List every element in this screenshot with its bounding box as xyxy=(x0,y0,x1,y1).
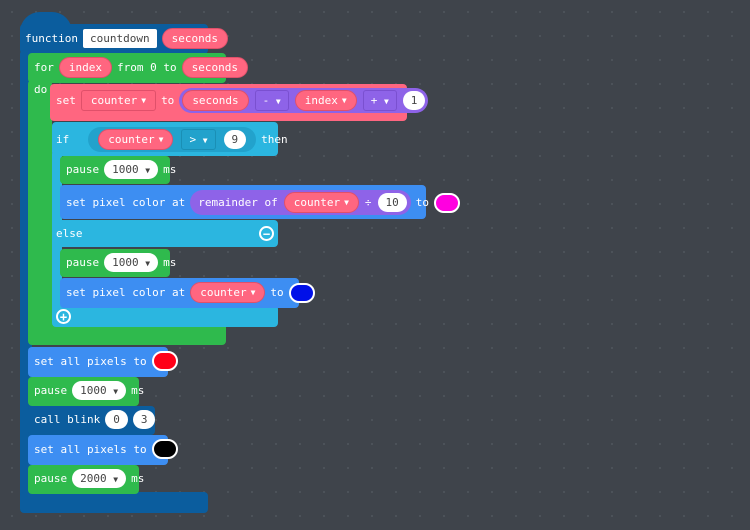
dropdown-arrow-icon: ▼ xyxy=(202,136,208,145)
do-label: do xyxy=(34,83,48,96)
duration-value: 1000 xyxy=(112,256,139,269)
remainder-label: remainder of xyxy=(198,196,278,209)
call-blink-label: call blink xyxy=(34,413,101,426)
dropdown-arrow-icon: ▼ xyxy=(113,475,119,484)
minus-operator-dropdown[interactable]: - ▼ xyxy=(254,90,289,111)
else-label: else xyxy=(56,227,83,240)
add-branch-icon[interactable]: + xyxy=(56,309,71,324)
dropdown-arrow-icon: ▼ xyxy=(341,96,347,105)
counter-var-dropdown[interactable]: counter ▼ xyxy=(98,129,174,150)
for-keyword: for xyxy=(34,61,54,74)
loop-var-index[interactable]: index xyxy=(58,57,112,78)
pause-duration-dropdown[interactable]: 1000 ▼ xyxy=(72,381,127,400)
index-var-dropdown[interactable]: index ▼ xyxy=(294,90,357,111)
to-label: to xyxy=(415,196,430,209)
counter-var-dropdown[interactable]: counter ▼ xyxy=(190,282,266,303)
counter-label: counter xyxy=(293,196,341,209)
duration-value: 1000 xyxy=(112,163,139,176)
color-picker-magenta[interactable] xyxy=(434,192,461,213)
pause-keyword: pause xyxy=(66,163,100,176)
pause-keyword: pause xyxy=(66,256,100,269)
seconds-var[interactable]: seconds xyxy=(182,90,249,111)
function-keyword: function xyxy=(25,32,78,45)
number-input-1[interactable]: 1 xyxy=(402,91,426,110)
counter-label: counter xyxy=(200,286,247,299)
set-all-pixels-label: set all pixels to xyxy=(34,442,147,456)
arg-input-2[interactable]: 3 xyxy=(132,410,156,429)
number-input-10[interactable]: 10 xyxy=(377,193,407,212)
to-label: to xyxy=(270,286,284,299)
duration-value: 2000 xyxy=(80,472,107,485)
unit-label: ms xyxy=(163,256,177,269)
dropdown-arrow-icon: ▼ xyxy=(344,198,349,207)
dropdown-arrow-icon: ▼ xyxy=(275,97,281,106)
pause-duration-dropdown[interactable]: 1000 ▼ xyxy=(104,160,159,179)
set-all-pixels-black-block[interactable] xyxy=(28,435,168,465)
set-keyword: set xyxy=(56,94,76,107)
unit-label: ms xyxy=(131,472,145,485)
counter-label: counter xyxy=(90,94,138,107)
loop-end-seconds[interactable]: seconds xyxy=(181,57,248,78)
index-label: index xyxy=(304,94,338,107)
set-pixel-label: set pixel color at xyxy=(66,196,186,209)
pause-keyword: pause xyxy=(34,384,68,397)
divide-label: ÷ xyxy=(364,196,372,209)
color-picker-red[interactable] xyxy=(151,351,178,371)
pause-duration-dropdown[interactable]: 2000 ▼ xyxy=(72,469,127,488)
to-label: to xyxy=(161,94,175,107)
then-label: then xyxy=(261,133,288,146)
color-picker-blue[interactable] xyxy=(288,282,315,303)
pause-duration-dropdown[interactable]: 1000 ▼ xyxy=(104,253,159,272)
remove-else-icon[interactable]: − xyxy=(259,226,274,241)
counter-var-dropdown[interactable]: counter ▼ xyxy=(283,192,359,213)
pause-keyword: pause xyxy=(34,472,68,485)
greater-than-dropdown[interactable]: > ▼ xyxy=(181,129,216,150)
arg-input-1[interactable]: 0 xyxy=(105,410,128,429)
from-label: from 0 to xyxy=(117,61,177,74)
dropdown-arrow-icon: ▼ xyxy=(145,166,151,175)
set-all-pixels-red-block[interactable] xyxy=(28,347,168,377)
dropdown-arrow-icon: ▼ xyxy=(145,259,151,268)
math-expression[interactable]: seconds - ▼ index ▼ + ▼ 1 xyxy=(179,88,429,113)
unit-label: ms xyxy=(163,163,177,176)
counter-dropdown[interactable]: counter ▼ xyxy=(80,90,157,111)
comparison-expression[interactable]: counter ▼ > ▼ 9 xyxy=(88,127,257,152)
if-keyword: if xyxy=(56,133,70,146)
op-label: > xyxy=(189,133,197,146)
dropdown-arrow-icon: ▼ xyxy=(250,288,256,297)
set-all-pixels-label: set all pixels to xyxy=(34,354,147,368)
op-label: + xyxy=(370,94,378,107)
function-name-field[interactable]: countdown xyxy=(82,29,157,48)
duration-value: 1000 xyxy=(80,384,107,397)
number-input-9[interactable]: 9 xyxy=(223,130,247,149)
counter-label: counter xyxy=(108,133,155,146)
dropdown-arrow-icon: ▼ xyxy=(158,135,164,144)
param-seconds[interactable]: seconds xyxy=(161,28,228,49)
dropdown-arrow-icon: ▼ xyxy=(113,387,119,396)
remainder-expression[interactable]: remainder of counter ▼ ÷ 10 xyxy=(190,190,411,215)
plus-operator-dropdown[interactable]: + ▼ xyxy=(362,90,397,111)
dropdown-arrow-icon: ▼ xyxy=(383,97,389,106)
dropdown-arrow-icon: ▼ xyxy=(141,96,147,105)
color-picker-black[interactable] xyxy=(151,439,178,459)
op-label: - xyxy=(262,94,270,107)
unit-label: ms xyxy=(131,384,145,397)
set-pixel-label: set pixel color at xyxy=(66,286,186,299)
